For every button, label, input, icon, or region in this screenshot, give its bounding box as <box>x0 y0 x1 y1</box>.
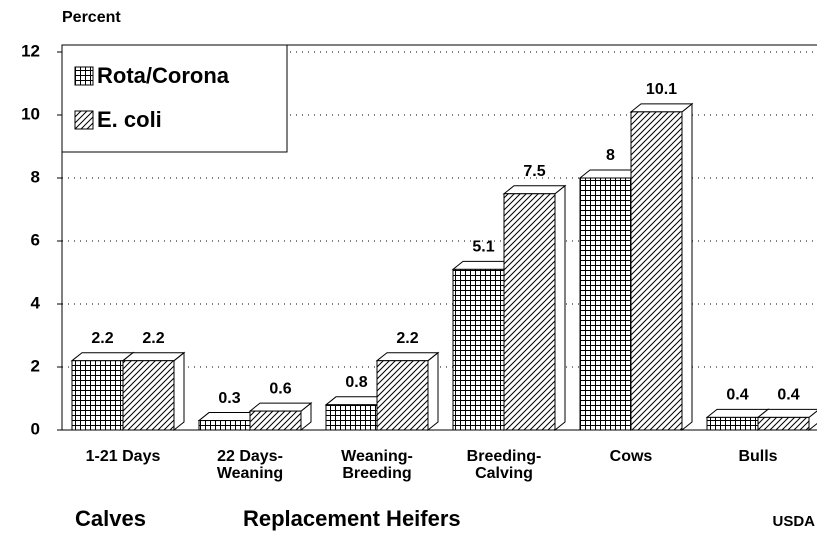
annotation: Replacement Heifers <box>243 506 461 531</box>
x-tick-label: 22 Days- Weaning <box>216 448 284 482</box>
data-label: 0.3 <box>218 390 240 407</box>
legend-label: Rota/Corona <box>97 63 230 88</box>
y-axis-label: Percent <box>62 9 121 26</box>
bar-side <box>681 102 693 432</box>
legend-swatch <box>74 66 94 86</box>
bar-top <box>248 402 313 412</box>
x-tick-label: Breeding- Calving <box>466 448 542 482</box>
bar <box>198 420 251 431</box>
bar <box>249 410 302 431</box>
bar-top <box>375 352 440 362</box>
legend-box <box>61 44 288 153</box>
data-label: 2.2 <box>91 330 113 347</box>
bar <box>452 268 505 431</box>
y-tick-label: 0 <box>31 419 40 438</box>
data-label: 2.2 <box>142 330 164 347</box>
y-tick-label: 8 <box>31 167 40 186</box>
y-tick-label: 12 <box>21 41 40 60</box>
bar-top <box>502 185 567 195</box>
bar <box>503 193 556 431</box>
legend-swatch <box>74 110 94 130</box>
data-label: 7.5 <box>523 163 545 180</box>
legend-label: E. coli <box>97 107 162 132</box>
annotation: Calves <box>75 506 146 531</box>
bar-top <box>629 103 694 113</box>
x-tick-label: Cows <box>609 448 653 465</box>
bar-top <box>121 352 186 362</box>
y-tick-label: 6 <box>31 230 40 249</box>
y-tick-label: 10 <box>21 104 40 123</box>
x-tick-label: 1-21 Days <box>85 448 161 465</box>
data-label: 0.4 <box>777 387 799 404</box>
bar <box>630 111 683 431</box>
bar <box>376 360 429 431</box>
y-tick-label: 4 <box>31 293 41 312</box>
bar <box>579 177 632 431</box>
bar <box>325 404 378 431</box>
x-tick-label: Weaning- Breeding <box>341 448 413 482</box>
data-label: 8 <box>606 147 615 164</box>
data-label: 0.8 <box>345 374 367 391</box>
data-label: 0.4 <box>726 387 748 404</box>
data-label: 0.6 <box>269 380 291 397</box>
bar <box>122 360 175 431</box>
bar-side <box>554 184 566 432</box>
data-label: 5.1 <box>472 239 494 256</box>
bar-side <box>427 351 439 432</box>
bar <box>706 416 759 431</box>
bar <box>71 360 124 431</box>
bar <box>757 416 810 431</box>
data-label: 2.2 <box>396 330 418 347</box>
data-label: 10.1 <box>646 81 677 98</box>
bar-top <box>756 408 817 418</box>
y-tick-label: 2 <box>31 356 40 375</box>
annotation: USDA <box>772 513 815 530</box>
x-tick-label: Bulls <box>738 448 778 465</box>
bar-side <box>173 351 185 432</box>
